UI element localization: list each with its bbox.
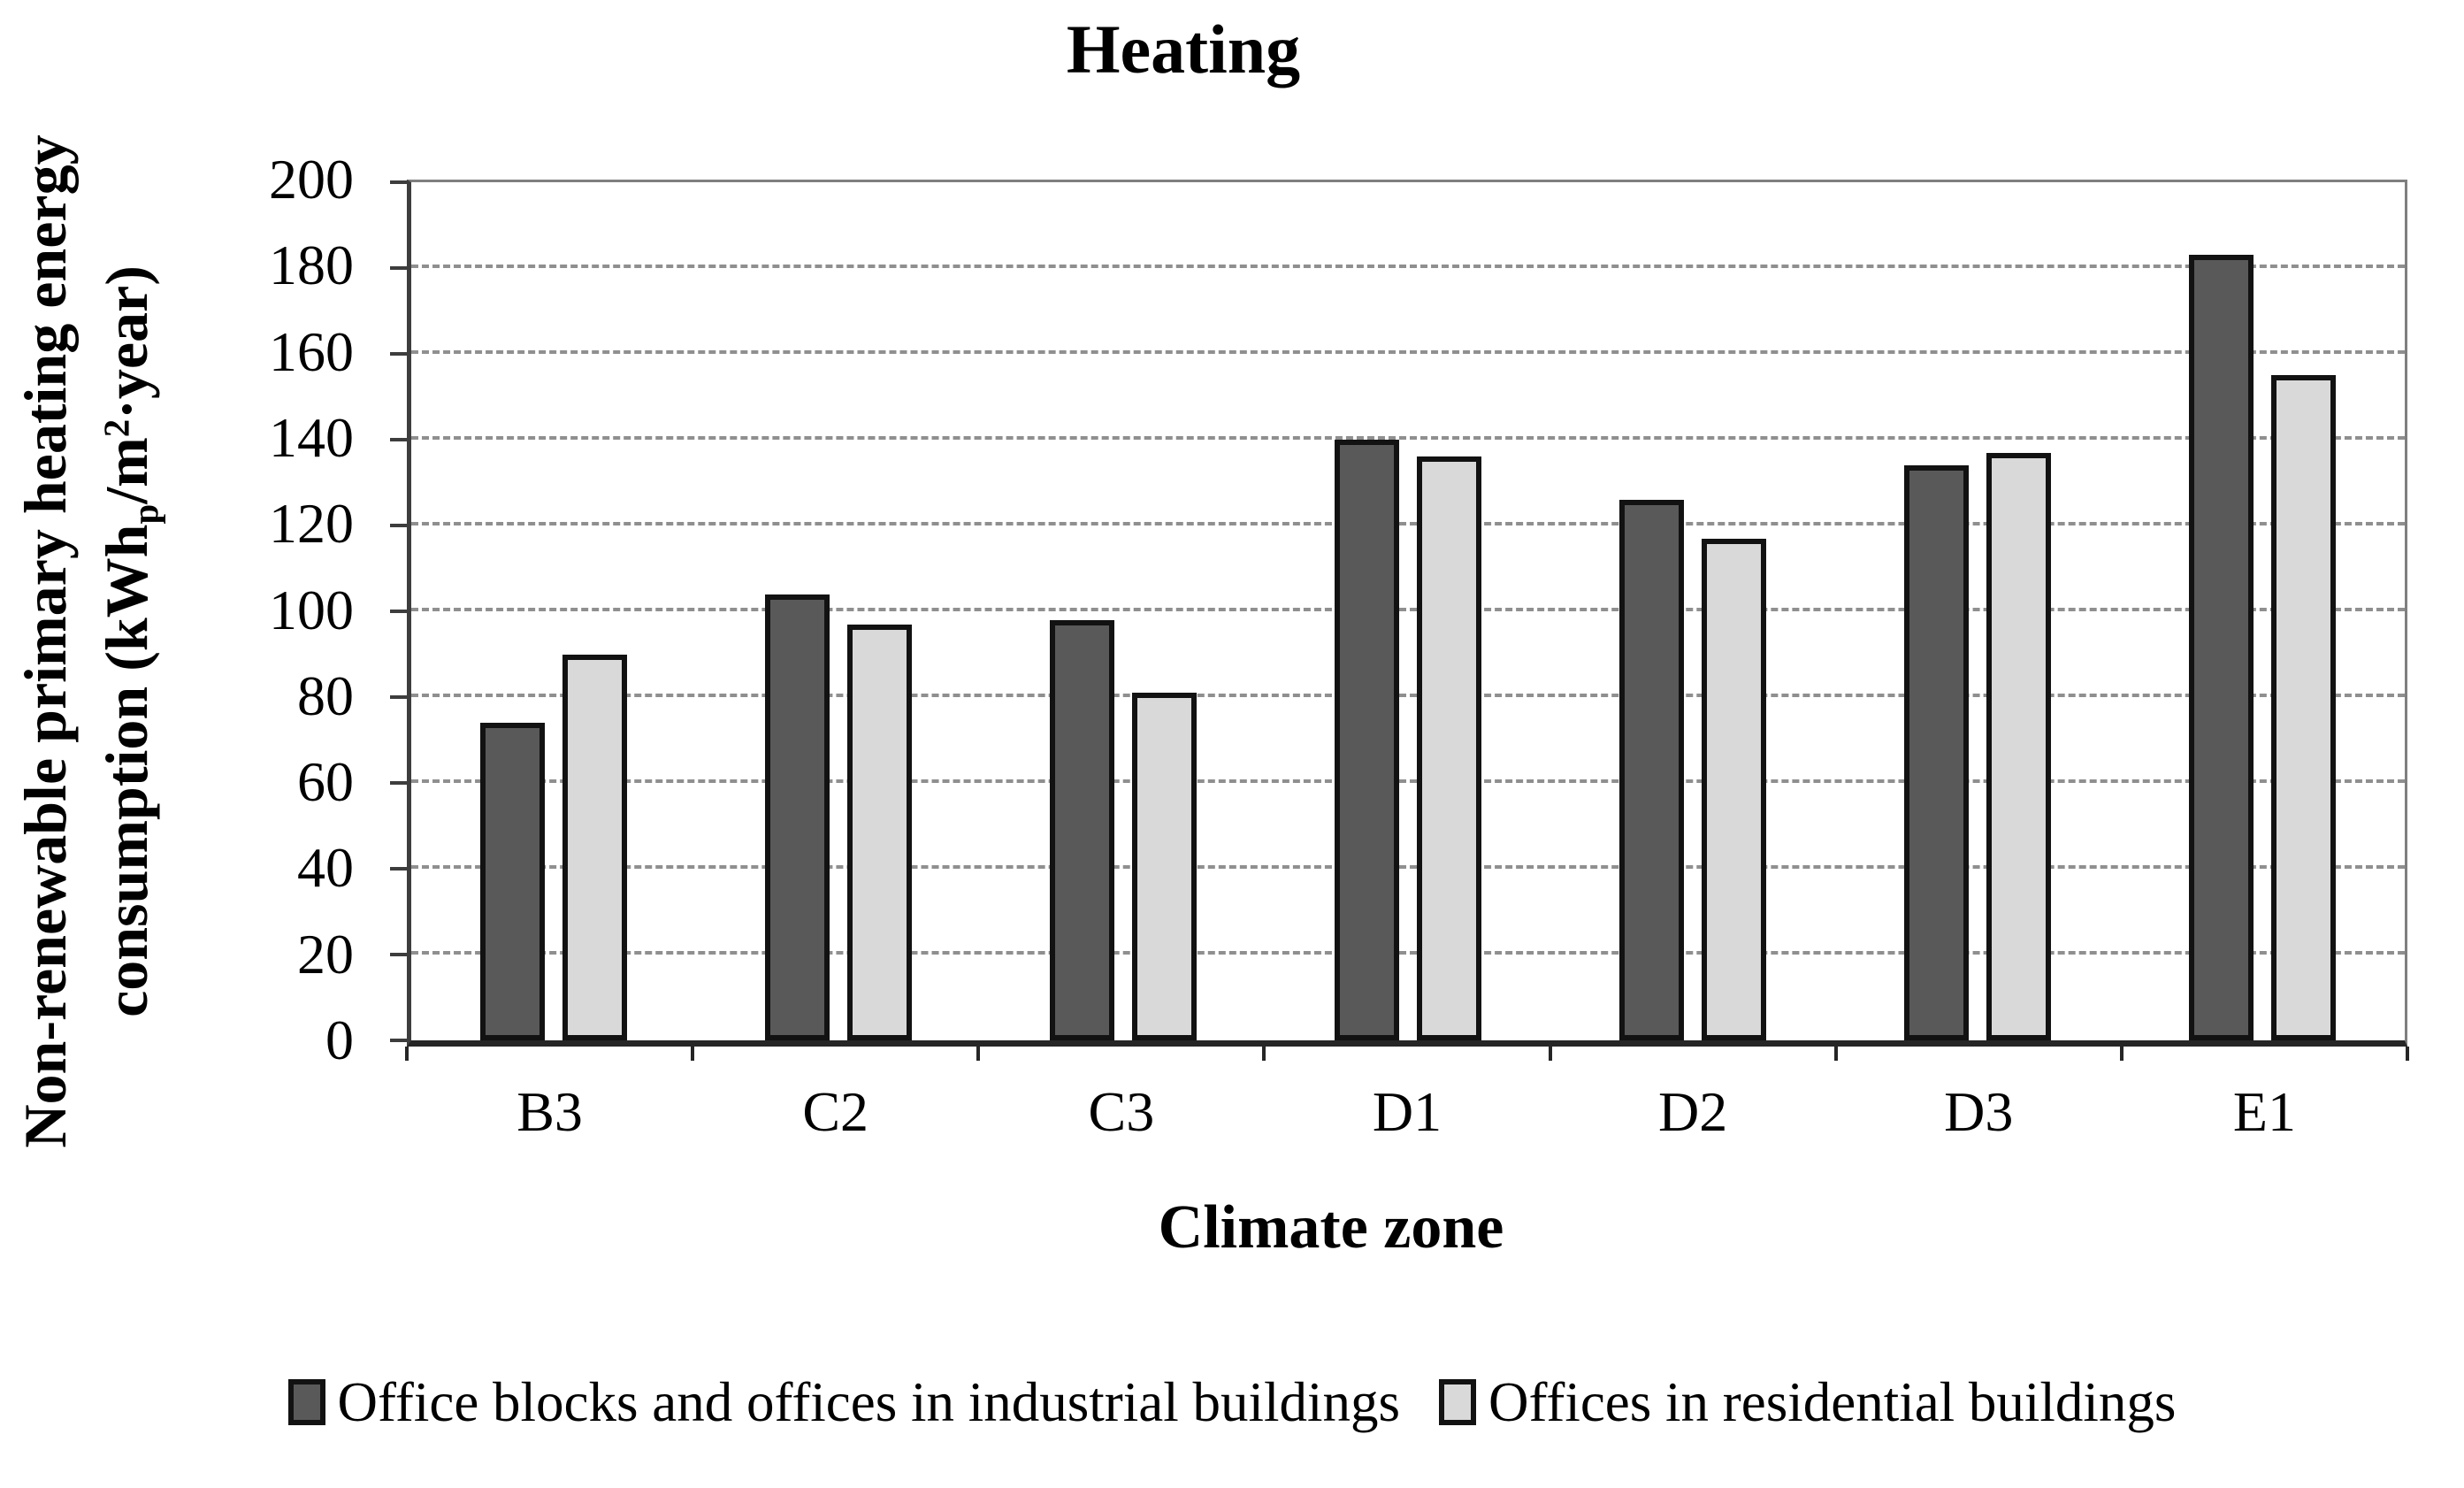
- x-tick-mark-2: [976, 1047, 981, 1061]
- bar-D2-industrial: [1619, 499, 1684, 1040]
- x-axis-tick-marks: [405, 1047, 2409, 1062]
- x-tick-mark-7: [2406, 1047, 2409, 1061]
- chart-title: Heating: [1066, 11, 1301, 88]
- y-tick-label-120: 120: [269, 492, 354, 556]
- legend: Office blocks and offices in industrial …: [0, 1367, 2464, 1438]
- bar-group-E1: [2120, 182, 2405, 1040]
- bar-D3-residential: [1986, 452, 2051, 1040]
- bar-B3-residential: [562, 654, 627, 1040]
- gridline-60: [411, 779, 2405, 783]
- gridlines: [411, 182, 2405, 1040]
- y-tick-label-160: 160: [269, 319, 354, 383]
- gridline-140: [411, 436, 2405, 440]
- x-tick-mark-1: [691, 1047, 695, 1061]
- y-tick-mark-60: [390, 781, 407, 785]
- bar-D1-industrial: [1335, 440, 1399, 1040]
- bar-E1-residential: [2271, 375, 2336, 1040]
- bar-group-D1: [1266, 182, 1550, 1040]
- y-axis-tick-labels: 0 20 40 60 80 100 120 140 160 180 200: [0, 148, 380, 1071]
- y-tick-mark-80: [390, 695, 407, 699]
- gridline-100: [411, 608, 2405, 611]
- y-tick-label-0: 0: [325, 1009, 354, 1071]
- gridline-20: [411, 951, 2405, 955]
- y-tick-mark-160: [390, 352, 407, 356]
- bar-E1-industrial: [2189, 255, 2254, 1040]
- x-tick-label-D3: D3: [1944, 1080, 2014, 1143]
- y-tick-label-60: 60: [297, 750, 354, 814]
- bar-group-D2: [1550, 182, 1835, 1040]
- bar-group-B3: [411, 182, 696, 1040]
- x-tick-mark-6: [2119, 1047, 2123, 1061]
- bar-C2-industrial: [765, 594, 830, 1040]
- gridline-120: [411, 522, 2405, 525]
- bar-B3-industrial: [480, 723, 545, 1040]
- y-tick-mark-20: [390, 953, 407, 956]
- bar-D1-residential: [1417, 456, 1481, 1040]
- x-tick-mark-5: [1833, 1047, 1838, 1061]
- legend-label-residential: Offices in residential buildings: [1488, 1371, 2177, 1433]
- plot-area: [407, 180, 2407, 1047]
- bar-D3-industrial: [1904, 465, 1969, 1040]
- legend-swatch-light: [1439, 1379, 1476, 1425]
- x-tick-label-E1: E1: [2232, 1080, 2296, 1143]
- y-tick-mark-200: [390, 180, 407, 184]
- y-axis-tick-marks: [389, 180, 407, 1042]
- bar-D2-residential: [1702, 538, 1766, 1040]
- x-tick-label-C2: C2: [802, 1080, 869, 1143]
- bar-C2-residential: [847, 624, 912, 1040]
- y-tick-label-80: 80: [297, 663, 354, 727]
- x-axis-title: Climate zone: [1158, 1193, 1504, 1262]
- y-tick-label-180: 180: [269, 234, 354, 297]
- gridline-80: [411, 694, 2405, 697]
- y-tick-mark-140: [390, 438, 407, 441]
- y-tick-mark-180: [390, 266, 407, 270]
- y-tick-mark-40: [390, 867, 407, 871]
- x-tick-mark-3: [1262, 1047, 1266, 1061]
- y-tick-mark-120: [390, 524, 407, 527]
- x-tick-label-C3: C3: [1088, 1080, 1155, 1143]
- legend-item-industrial: Office blocks and offices in industrial …: [287, 1367, 1400, 1438]
- y-tick-label-20: 20: [297, 922, 354, 986]
- x-tick-mark-0: [405, 1047, 409, 1061]
- y-tick-mark-100: [390, 610, 407, 613]
- x-axis-tick-labels: B3 C2 C3 D1 D2 D3 E1: [407, 1072, 2407, 1152]
- legend-swatch-dark: [287, 1379, 325, 1425]
- x-tick-label-D1: D1: [1372, 1080, 1442, 1143]
- bar-C3-industrial: [1050, 619, 1114, 1040]
- gridline-160: [411, 350, 2405, 354]
- y-tick-label-100: 100: [269, 578, 354, 641]
- y-tick-label-40: 40: [297, 836, 354, 900]
- x-tick-label-B3: B3: [517, 1080, 583, 1143]
- bar-group-C3: [981, 182, 1266, 1040]
- gridline-180: [411, 265, 2405, 268]
- y-tick-label-140: 140: [269, 405, 354, 469]
- y-tick-label-200: 200: [269, 148, 354, 211]
- x-tick-mark-4: [1548, 1047, 1552, 1061]
- gridline-40: [411, 865, 2405, 869]
- legend-item-residential: Offices in residential buildings: [1439, 1367, 2176, 1438]
- bar-C3-residential: [1132, 693, 1197, 1040]
- legend-label-industrial: Office blocks and offices in industrial …: [337, 1371, 1400, 1433]
- x-tick-label-D2: D2: [1658, 1080, 1728, 1143]
- bar-group-C2: [696, 182, 981, 1040]
- bars-layer: [411, 182, 2405, 1040]
- y-tick-mark-0: [390, 1039, 407, 1042]
- bar-group-D3: [1835, 182, 2120, 1040]
